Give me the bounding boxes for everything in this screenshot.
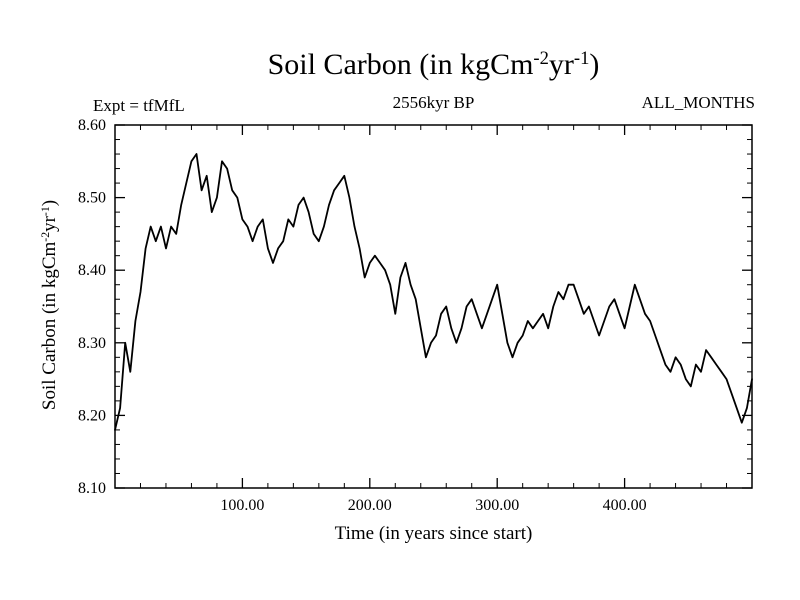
y-axis-label-sup-2: -2: [38, 231, 52, 242]
y-axis-label-yr: yr: [39, 216, 60, 232]
y-tick-label: 8.50: [78, 190, 106, 207]
chart-subtitle: 2556kyr BP: [392, 93, 475, 112]
y-axis-label-text: Soil Carbon (in kgCm: [39, 241, 60, 411]
x-tick-label: 100.00: [220, 497, 264, 514]
y-tick-label: 8.40: [78, 262, 106, 279]
chart-title-text: Soil Carbon (in kgCm: [267, 48, 534, 81]
y-axis-label: Soil Carbon (in kgCm-2yr-1): [39, 125, 61, 485]
x-tick-label: 200.00: [348, 497, 392, 514]
y-tick-label: 8.20: [78, 407, 106, 424]
y-tick-label: 8.60: [78, 117, 106, 134]
x-tick-label: 300.00: [475, 497, 519, 514]
experiment-label: Expt = tfMfL: [93, 96, 185, 115]
y-tick-label: 8.10: [78, 480, 106, 497]
y-tick-label: 8.30: [78, 335, 106, 352]
x-axis-label: Time (in years since start): [334, 523, 533, 544]
x-tick-label: 400.00: [603, 497, 647, 514]
chart-title-sup-2: -2: [533, 47, 549, 69]
chart-title-close: ): [589, 48, 600, 81]
soil-carbon-series: [114, 153, 753, 431]
axes-frame: [114, 124, 753, 489]
chart-title-sup-1: -1: [573, 47, 590, 69]
months-label: ALL_MONTHS: [641, 93, 755, 112]
chart-title: Soil Carbon (in kgCm-2yr-1): [115, 48, 752, 82]
chart-title-yr: yr: [548, 48, 574, 81]
y-axis-label-sup-1: -1: [38, 206, 52, 217]
